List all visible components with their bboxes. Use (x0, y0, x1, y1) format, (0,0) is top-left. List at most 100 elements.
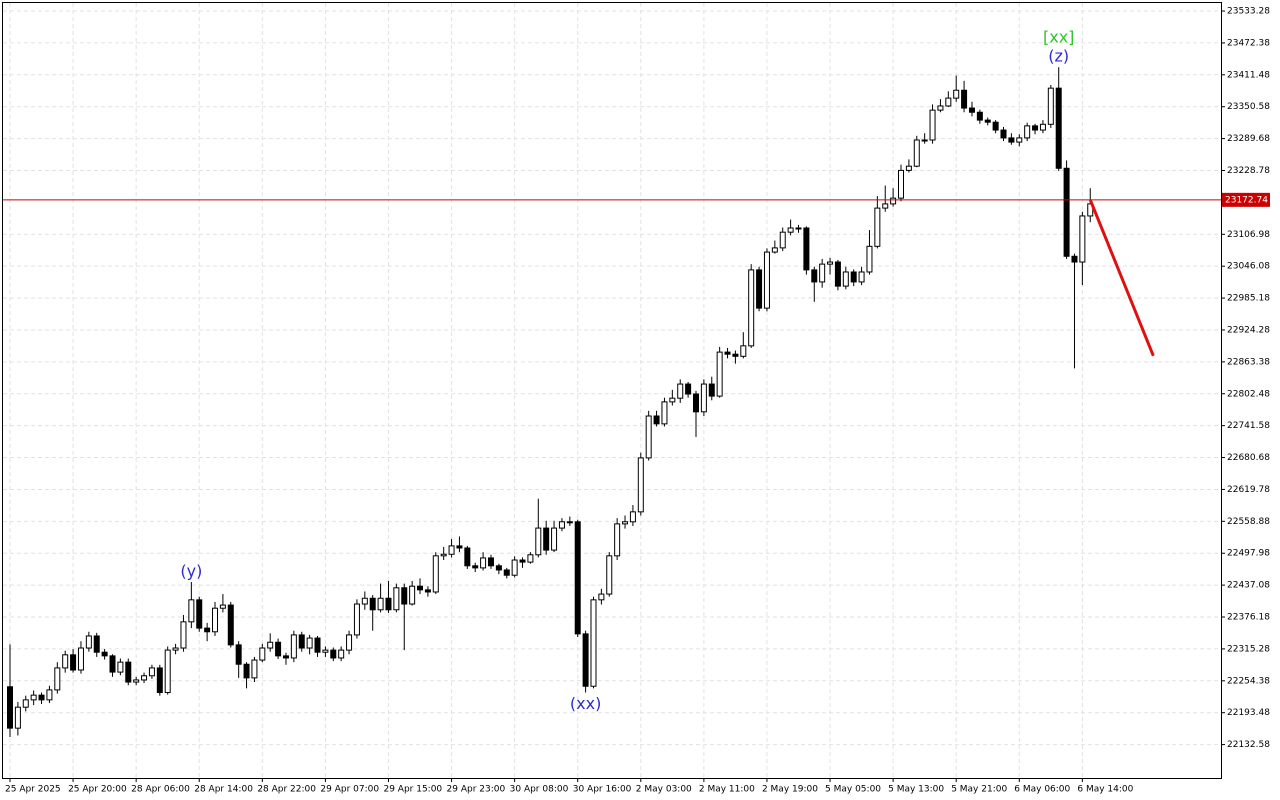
candle-body (795, 227, 802, 230)
candle-body (1032, 125, 1039, 131)
candle-body (54, 667, 61, 691)
candle-body (204, 627, 211, 633)
candle-body (322, 649, 329, 653)
candle-body (267, 641, 274, 649)
x-tick-label: 29 Apr 15:00 (383, 785, 442, 795)
y-tick-label: 23411.48 (1227, 70, 1270, 80)
candle-body (133, 679, 140, 683)
candle-body (1055, 87, 1062, 169)
candle-body (77, 647, 84, 671)
candle-body (606, 555, 613, 595)
wave-label: (z) (1048, 47, 1069, 66)
candle-body (1047, 87, 1054, 125)
x-tick-label: 25 Apr 20:00 (68, 785, 127, 795)
candle-body (700, 383, 707, 413)
candle-body (448, 545, 455, 555)
candle-body (779, 231, 786, 249)
candle-body (708, 383, 715, 397)
candle-body (243, 663, 250, 679)
candle-body (456, 545, 463, 549)
candle-body (196, 599, 203, 629)
candle-body (984, 119, 991, 123)
candle-body (251, 659, 258, 679)
candle-body (385, 597, 392, 611)
price-label: 23172.74 (1225, 195, 1268, 205)
candle-body (803, 227, 810, 271)
candle-body (1008, 137, 1015, 143)
candle-body (661, 401, 668, 425)
candle-body (259, 647, 266, 661)
candle-body (582, 633, 589, 687)
candle-body (511, 559, 518, 576)
candle-body (1000, 129, 1007, 139)
candle-body (543, 527, 550, 551)
forecast-line (1088, 199, 1155, 357)
candle-body (290, 634, 297, 659)
wave-label: [xx] (1043, 28, 1074, 47)
candle-body (125, 661, 132, 683)
candle-body (472, 565, 479, 569)
candle-body (763, 251, 770, 309)
candle-body (629, 511, 636, 523)
candle-body (314, 637, 321, 653)
candle-body (101, 651, 108, 657)
candle-body (1016, 137, 1023, 143)
y-tick-label: 22924.28 (1227, 325, 1270, 335)
y-tick-label: 22802.48 (1227, 389, 1270, 399)
candle-body (653, 415, 660, 425)
candle-body (330, 649, 337, 659)
candle-body (148, 667, 155, 677)
y-tick-label: 22193.48 (1227, 708, 1270, 718)
candle-body (913, 139, 920, 167)
candle-body (842, 271, 849, 287)
x-tick-label: 30 Apr 16:00 (573, 785, 632, 795)
candle-body (740, 345, 747, 357)
x-tick-label: 29 Apr 07:00 (320, 785, 379, 795)
candle-body (227, 604, 234, 646)
candle-body (156, 667, 163, 694)
candle-body (811, 269, 818, 283)
x-tick-label: 28 Apr 06:00 (131, 785, 190, 795)
candle-body (692, 393, 699, 413)
candle-body (275, 641, 282, 657)
candle-body (905, 165, 912, 171)
candle-body (495, 565, 502, 571)
candle-body (858, 271, 865, 283)
candle-body (393, 587, 400, 611)
y-tick-label: 22741.58 (1227, 421, 1270, 431)
candle-body (850, 271, 857, 283)
x-tick-label: 30 Apr 08:00 (510, 785, 569, 795)
candle-body (677, 383, 684, 399)
x-tick-label: 6 May 06:00 (1014, 785, 1070, 795)
y-tick-label: 23046.08 (1227, 262, 1270, 272)
candle-body (401, 587, 408, 605)
candle-body (1079, 215, 1086, 263)
candle-body (834, 261, 841, 287)
candle-body (827, 261, 834, 265)
candle-body (219, 604, 226, 609)
candle-body (464, 547, 471, 567)
candle-body (874, 207, 881, 247)
y-tick-label: 22254.38 (1227, 676, 1270, 686)
candle-body (409, 585, 416, 605)
candle-body (417, 585, 424, 591)
candle-body (968, 107, 975, 113)
candle-body (527, 554, 534, 563)
candle-body (487, 557, 494, 567)
candle-body (882, 203, 889, 209)
candle-body (117, 661, 124, 673)
candle-body (346, 634, 353, 651)
candle-body (598, 593, 605, 601)
x-tick-label: 6 May 14:00 (1077, 785, 1133, 795)
candle-body (188, 599, 195, 623)
y-tick-label: 23533.28 (1227, 7, 1270, 17)
y-tick-label: 23350.58 (1227, 102, 1270, 112)
x-tick-label: 5 May 13:00 (888, 785, 944, 795)
candle-body (929, 109, 936, 141)
candle-body (141, 675, 148, 681)
candle-body (945, 97, 952, 107)
x-tick-label: 2 May 19:00 (762, 785, 818, 795)
candle-body (440, 553, 447, 557)
candle-body (38, 694, 45, 701)
x-tick-label: 29 Apr 23:00 (447, 785, 506, 795)
